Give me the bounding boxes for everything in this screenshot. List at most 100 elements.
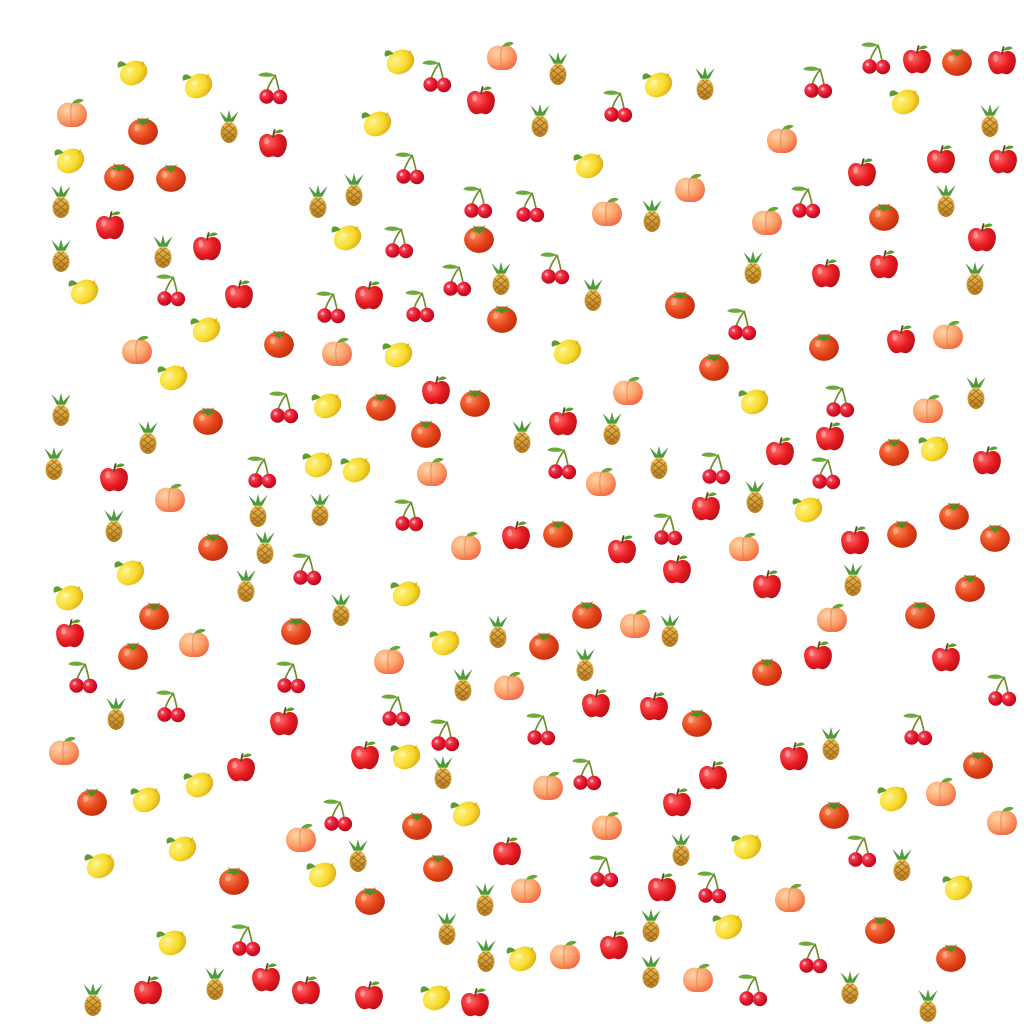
peach-icon [728, 532, 760, 562]
peach-icon [751, 206, 783, 236]
apple-icon [258, 128, 288, 159]
apple-icon [291, 975, 321, 1006]
cherry-icon [441, 263, 472, 297]
cherry-icon [652, 512, 683, 546]
peach-icon [682, 963, 714, 993]
apple-icon [662, 554, 692, 585]
lemon-icon [52, 580, 86, 614]
lemon-icon [165, 831, 199, 865]
lemon-icon [381, 337, 415, 371]
pineapple-icon [452, 668, 474, 702]
cherry-icon [404, 289, 435, 323]
tomato-icon [460, 389, 490, 417]
cherry-icon [380, 693, 411, 727]
tomato-icon [682, 709, 712, 737]
tomato-icon [423, 854, 453, 882]
lemon-icon [330, 220, 364, 254]
pineapple-icon [247, 494, 269, 528]
cherry-icon [421, 59, 452, 93]
cherry-icon [394, 151, 425, 185]
tomato-icon [942, 48, 972, 76]
pineapple-icon [204, 967, 226, 1001]
cherry-icon [696, 870, 727, 904]
pineapple-icon [641, 199, 663, 233]
cherry-icon [429, 718, 460, 752]
tomato-icon [905, 601, 935, 629]
lemon-icon [941, 870, 975, 904]
apple-icon [251, 962, 281, 993]
apple-icon [847, 157, 877, 188]
peach-icon [816, 603, 848, 633]
lemon-icon [737, 384, 771, 418]
tomato-icon [572, 601, 602, 629]
pineapple-icon [529, 104, 551, 138]
pineapple-icon [842, 563, 864, 597]
peach-icon [510, 874, 542, 904]
lemon-icon [389, 739, 423, 773]
tomato-icon [128, 117, 158, 145]
apple-icon [765, 436, 795, 467]
peach-icon [925, 777, 957, 807]
lemon-icon [711, 909, 745, 943]
pineapple-icon [82, 983, 104, 1017]
apple-icon [192, 231, 222, 262]
apple-icon [967, 222, 997, 253]
cherry-icon [275, 660, 306, 694]
tomato-icon [219, 867, 249, 895]
tomato-icon [699, 353, 729, 381]
apple-icon [548, 406, 578, 437]
tomato-icon [139, 602, 169, 630]
lemon-icon [129, 782, 163, 816]
lemon-icon [389, 576, 423, 610]
tomato-icon [77, 788, 107, 816]
pineapple-icon [347, 839, 369, 873]
pineapple-icon [330, 593, 352, 627]
apple-icon [639, 691, 669, 722]
tomato-icon [963, 751, 993, 779]
apple-icon [55, 618, 85, 649]
lemon-icon [449, 796, 483, 830]
pineapple-icon [105, 697, 127, 731]
cherry-icon [393, 498, 424, 532]
pineapple-icon [309, 493, 331, 527]
pineapple-icon [487, 615, 509, 649]
pineapple-icon [582, 278, 604, 312]
lemon-icon [189, 312, 223, 346]
pineapple-icon [659, 614, 681, 648]
tomato-icon [543, 520, 573, 548]
peach-icon [373, 645, 405, 675]
pineapple-icon [152, 235, 174, 269]
pineapple-icon [474, 883, 496, 917]
pineapple-icon [50, 185, 72, 219]
cherry-icon [797, 940, 828, 974]
tomato-icon [366, 393, 396, 421]
pineapple-icon [574, 648, 596, 682]
apple-icon [95, 210, 125, 241]
apple-icon [599, 930, 629, 961]
lemon-icon [888, 84, 922, 118]
peach-icon [321, 337, 353, 367]
peach-icon [121, 335, 153, 365]
lemon-icon [550, 334, 584, 368]
cherry-icon [155, 689, 186, 723]
pineapple-icon [137, 421, 159, 455]
pineapple-icon [935, 184, 957, 218]
cherry-icon [546, 446, 577, 480]
pineapple-icon [50, 239, 72, 273]
pineapple-icon [307, 185, 329, 219]
pineapple-icon [254, 531, 276, 565]
cherry-icon [902, 712, 933, 746]
peach-icon [416, 457, 448, 487]
cherry-icon [230, 923, 261, 957]
cherry-icon [846, 834, 877, 868]
apple-icon [99, 462, 129, 493]
peach-icon [549, 940, 581, 970]
peach-icon [986, 806, 1018, 836]
lemon-icon [505, 941, 539, 975]
pineapple-icon [547, 52, 569, 86]
cherry-icon [246, 455, 277, 489]
peach-icon [532, 771, 564, 801]
cherry-icon [571, 757, 602, 791]
apple-icon [466, 85, 496, 116]
peach-icon [178, 628, 210, 658]
